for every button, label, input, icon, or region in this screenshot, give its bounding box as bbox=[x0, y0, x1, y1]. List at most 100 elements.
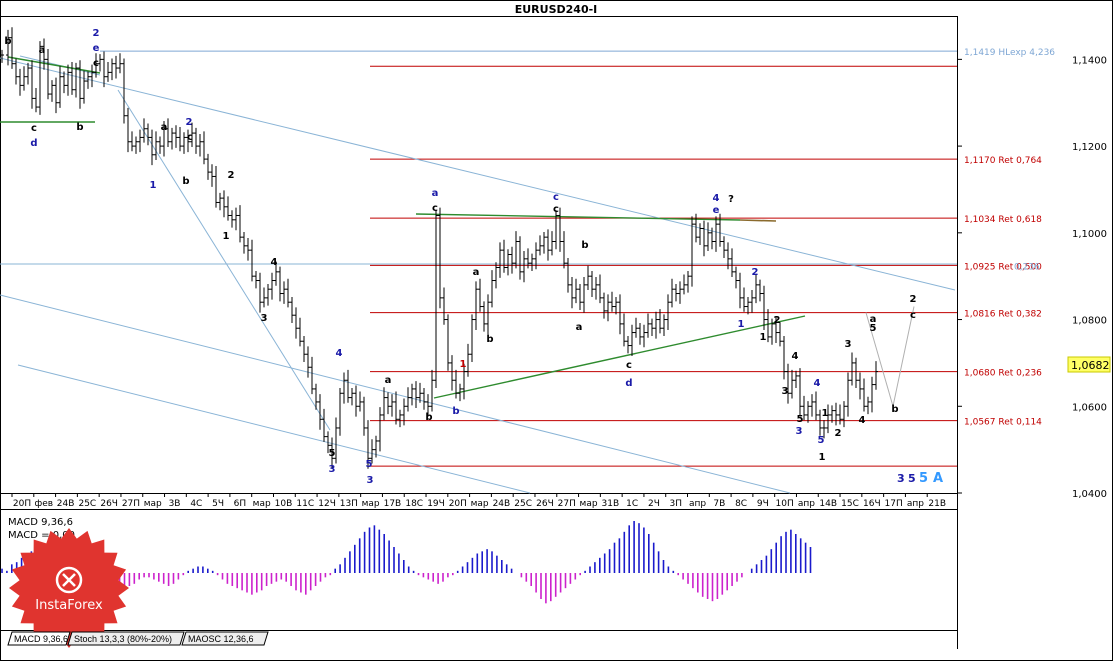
x-tick-label: 12Ч bbox=[318, 499, 336, 509]
wave-label: 2 bbox=[228, 170, 235, 181]
x-tick-label: 24В bbox=[57, 499, 75, 509]
wave-label: 5 bbox=[366, 459, 373, 470]
wave-label: 3 bbox=[796, 426, 803, 437]
x-tick-label: 1С bbox=[626, 499, 638, 509]
x-tick-label: 15С bbox=[841, 499, 859, 509]
x-tick-label: фев bbox=[35, 499, 54, 509]
wave-label: c bbox=[553, 204, 559, 215]
level-label: 1,1170 Ret 0,764 bbox=[964, 156, 1042, 166]
channel-middle-line bbox=[0, 294, 791, 494]
indicator-tabs[interactable]: MACD 9,36,6 Stoch 13,3,3 (80%-20%) MAOSC 1… bbox=[7, 631, 269, 646]
x-tick-label: 31В bbox=[602, 499, 620, 509]
chart-title: EURUSD240-I bbox=[515, 3, 598, 16]
wave-label: a bbox=[39, 45, 46, 56]
wave-label: b bbox=[891, 404, 898, 415]
wave-label: 2 bbox=[93, 28, 100, 39]
x-tick-label: 8С bbox=[735, 499, 747, 509]
wave-label: 1 bbox=[460, 359, 467, 370]
x-tick-label: 25С bbox=[78, 499, 96, 509]
green-line-triangle-top bbox=[415, 213, 741, 221]
level-label: 1,1034 Ret 0,618 bbox=[964, 215, 1042, 225]
wave-label: 1 bbox=[150, 180, 157, 191]
y-tick-label: 1,0800 bbox=[1072, 316, 1107, 327]
indicator-tab-label: Stoch 13,3,3 (80%-20%) bbox=[74, 634, 172, 644]
macd-label: MACD 9,36,6 bbox=[8, 517, 73, 528]
level-label-shadow: 0,236 bbox=[1014, 262, 1040, 272]
wave-label: 1 bbox=[223, 231, 230, 242]
green-line-top bbox=[7, 56, 101, 74]
wave-label: ? bbox=[728, 194, 734, 205]
wave-label: b bbox=[182, 176, 189, 187]
x-tick-label: 7В bbox=[713, 499, 725, 509]
wave-label: 5 bbox=[818, 435, 825, 446]
x-tick-label: 9Ч bbox=[757, 499, 769, 509]
x-tick-label: апр bbox=[689, 499, 706, 509]
indicator-tab-label: MACD 9,36,6 bbox=[14, 634, 68, 644]
x-tick-label: 3П bbox=[669, 499, 682, 509]
trend-lines bbox=[0, 55, 957, 494]
x-tick-label: мар bbox=[580, 499, 598, 509]
wave-label: 1 bbox=[822, 408, 829, 419]
price-bars bbox=[0, 27, 878, 469]
x-tick-label: 17П bbox=[885, 499, 903, 509]
wave-connector-down bbox=[117, 89, 331, 431]
wave-label: b bbox=[76, 122, 83, 133]
wave-label: 5 bbox=[797, 414, 804, 425]
wave-label: c bbox=[432, 203, 438, 214]
wave-label: c bbox=[187, 132, 193, 143]
wave-label: 2 bbox=[752, 267, 759, 278]
instaforex-logo: InstaForex bbox=[9, 528, 129, 648]
wave-label: 4 bbox=[271, 257, 278, 268]
y-tick-label: 1,0400 bbox=[1072, 489, 1107, 500]
x-tick-label: 27П bbox=[558, 499, 576, 509]
x-tick-label: апр bbox=[907, 499, 924, 509]
green-line-triangle-bottom bbox=[433, 315, 806, 399]
wave-label: b bbox=[581, 240, 588, 251]
level-label: 1,0567 Ret 0,114 bbox=[964, 418, 1042, 428]
y-tick-label: 1,1000 bbox=[1072, 229, 1107, 240]
x-tick-label: мар bbox=[144, 499, 162, 509]
wave-label: b bbox=[425, 412, 432, 423]
channel-upper-line bbox=[0, 57, 956, 291]
x-tick-label: 16Ч bbox=[863, 499, 881, 509]
wave-label: a bbox=[870, 314, 877, 325]
indicator-tab[interactable]: MACD 9,36,6 bbox=[7, 631, 71, 646]
x-tick-label: 10В bbox=[275, 499, 293, 509]
wave-label: a bbox=[473, 267, 480, 278]
indicator-tab-shape bbox=[181, 631, 269, 646]
wave-label: c bbox=[31, 123, 37, 134]
indicator-tab-label: MAOSC 12,36,6 bbox=[188, 634, 254, 644]
channel-lower-line bbox=[17, 364, 531, 494]
x-tick-label: 4С bbox=[190, 499, 202, 509]
y-tick-label: 1,1400 bbox=[1072, 55, 1107, 66]
y-tick-label: 1,1200 bbox=[1072, 142, 1107, 153]
x-tick-label: 2Ч bbox=[648, 499, 660, 509]
wave-label: 3 bbox=[782, 386, 789, 397]
x-tick-label: 10П bbox=[776, 499, 794, 509]
indicator-tab-shape bbox=[67, 631, 185, 646]
price-axis: 1,1400 1,1200 1,1000 1,0800 1,0600 1,0400 bbox=[957, 55, 1107, 500]
x-tick-label: 13П bbox=[340, 499, 358, 509]
indicator-tab[interactable]: Stoch 13,3,3 (80%-20%) bbox=[67, 631, 185, 646]
wave-label: 3 bbox=[845, 339, 852, 350]
wave-label: a bbox=[161, 122, 168, 133]
level-label: 1,0680 Ret 0,236 bbox=[964, 369, 1042, 379]
forecast-projection-line bbox=[865, 306, 915, 407]
wave-label: b bbox=[4, 36, 11, 47]
x-tick-label: 3В bbox=[169, 499, 181, 509]
wave-label: 1 bbox=[738, 319, 745, 330]
wave-label: 5 bbox=[329, 448, 336, 459]
x-tick-label: 19Ч bbox=[427, 499, 445, 509]
wave-label: 4 bbox=[792, 351, 799, 362]
x-tick-label: 20П bbox=[13, 499, 31, 509]
current-price-label: 1,0682 bbox=[1071, 359, 1110, 372]
indicator-tab[interactable]: MAOSC 12,36,6 bbox=[181, 631, 269, 646]
wave-label: d bbox=[30, 138, 37, 149]
wave-label: a bbox=[385, 375, 392, 386]
x-tick-label: 26Ч bbox=[100, 499, 118, 509]
x-tick-label: 27П bbox=[122, 499, 140, 509]
